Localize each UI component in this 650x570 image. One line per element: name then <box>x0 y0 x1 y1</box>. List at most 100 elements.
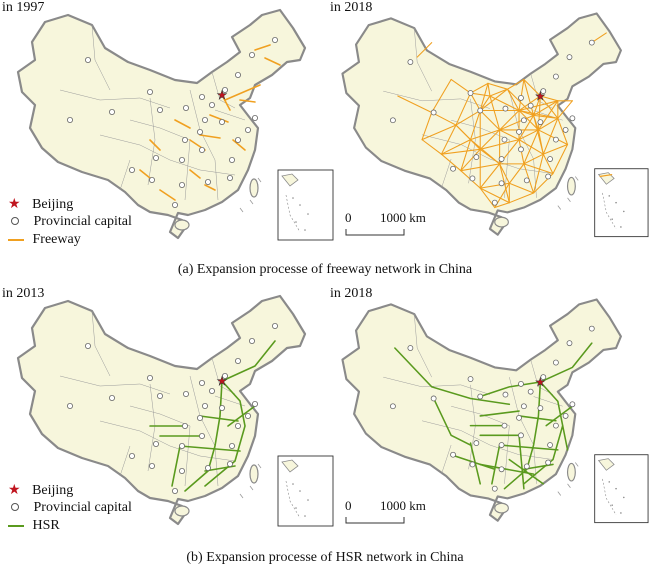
provincial-capital-marker <box>67 117 74 124</box>
maritime-boundary-mark <box>557 205 562 210</box>
freeway-segment <box>523 153 544 165</box>
freeway-segment <box>499 129 520 141</box>
hsr-segment <box>479 410 520 417</box>
maritime-boundary-mark <box>257 463 262 469</box>
provincial-capital-marker <box>198 146 205 153</box>
freeway-segment <box>421 139 442 155</box>
provincial-capital-marker <box>271 323 278 330</box>
provincial-capital-marker <box>181 136 188 143</box>
freeway-segment <box>209 114 229 123</box>
maritime-boundary-mark <box>574 462 579 467</box>
provincial-capital-marker <box>473 154 480 160</box>
freeway-segment <box>479 95 491 112</box>
provincial-capital-marker <box>178 156 185 163</box>
provincial-capital-marker <box>523 463 530 470</box>
provincial-capital-marker <box>152 440 159 447</box>
capital-circle-icon <box>11 503 19 511</box>
hsr-segment <box>184 380 223 492</box>
map-freeway-2018: ★ <box>341 12 649 238</box>
freeway-segment <box>533 114 544 155</box>
provincial-capital-marker <box>146 89 153 96</box>
freeway-segment <box>460 163 501 172</box>
provincial-capital-marker <box>244 127 251 134</box>
legend-capital-label: Provincial capital <box>33 500 132 515</box>
freeway-segment <box>421 124 457 141</box>
scale-zero-label: 0 <box>345 498 352 513</box>
freeway-segment <box>539 95 559 119</box>
provincial-capital-marker <box>226 174 233 181</box>
provincial-capital-marker <box>502 105 509 112</box>
provincial-capital-marker <box>473 440 480 446</box>
panel-label-1997: in 1997 <box>2 0 45 15</box>
freeway-segment <box>189 169 201 179</box>
legend-capital-label: Provincial capital <box>33 214 132 229</box>
freeway-segment <box>159 189 176 201</box>
hsr-segment <box>498 444 559 451</box>
provincial-capital-marker <box>208 388 215 395</box>
provincial-capital-marker <box>469 461 476 468</box>
provincial-capital-marker <box>182 105 189 112</box>
legend-freeway-label: Freeway <box>32 232 81 247</box>
maritime-boundary-mark <box>567 483 571 488</box>
caption-freeway: (a) Expansion processe of freeway networ… <box>177 262 473 277</box>
freeway-segment <box>506 88 520 112</box>
maritime-boundary-mark <box>567 197 571 202</box>
hainan-island <box>494 502 509 514</box>
freeway-segment <box>508 192 535 204</box>
provincial-capital-marker <box>498 156 505 162</box>
hsr-segment <box>171 445 181 487</box>
beijing-star-icon: ★ <box>217 374 228 388</box>
freeway-segment <box>221 94 231 111</box>
provincial-capital-marker <box>198 380 205 387</box>
south-china-sea-inset <box>594 168 649 238</box>
provincial-capital-marker <box>109 109 116 116</box>
legend-beijing-label: Beijing <box>32 197 74 212</box>
hsr-segment <box>561 424 569 451</box>
freeway-segment <box>479 109 501 131</box>
freeway-segment <box>506 78 525 90</box>
legend-capital-item: Provincial capital <box>8 500 132 516</box>
beijing-star-icon: ★ <box>535 376 545 389</box>
freeway-segment <box>489 95 520 112</box>
freeway-segment <box>542 143 569 155</box>
panel-label-2018-freeway: in 2018 <box>330 0 373 15</box>
china-landmass <box>341 298 622 522</box>
freeway-segment <box>450 78 472 94</box>
freeway-segment <box>469 129 501 141</box>
freeway-segment <box>518 78 525 112</box>
freeway-segment <box>416 42 433 58</box>
provincial-capital-marker <box>196 414 203 421</box>
hainan-island <box>174 219 190 231</box>
provincial-capital-marker <box>588 39 595 46</box>
freeway-segment <box>489 95 501 131</box>
provincial-capital-marker <box>152 154 159 161</box>
provincial-capital-marker <box>552 422 559 429</box>
provincial-capital-marker <box>527 388 534 395</box>
legend-beijing-label: Beijing <box>32 483 74 498</box>
freeway-segment <box>533 153 544 194</box>
provincial-capital-marker <box>221 87 228 94</box>
freeway-segment <box>174 119 191 129</box>
freeway-segment <box>537 100 559 131</box>
freeway-segment <box>199 134 221 139</box>
provincial-capital-marker <box>547 156 553 162</box>
provincial-capital-marker <box>148 176 155 183</box>
hsr-segment <box>221 340 276 382</box>
freeway-segment <box>542 153 554 175</box>
capital-circle-icon <box>11 217 19 225</box>
provincial-capital-marker <box>67 403 74 410</box>
provincial-capital-marker <box>248 52 255 59</box>
beijing-star-icon: ★ <box>8 483 21 498</box>
provincial-capital-marker <box>501 136 508 143</box>
scale-bar-line <box>345 229 405 236</box>
provincial-capital-marker <box>552 359 559 366</box>
beijing-star-icon: ★ <box>535 90 545 103</box>
hsr-segment <box>503 381 542 490</box>
provincial-capital-marker <box>518 432 524 439</box>
legend-capital-item: Provincial capital <box>8 214 132 230</box>
freeway-segment <box>518 109 539 131</box>
hsr-segment <box>204 380 246 487</box>
freeway-segment <box>489 88 508 97</box>
provincial-capital-marker <box>502 391 509 398</box>
provincial-capital-marker <box>228 156 235 163</box>
